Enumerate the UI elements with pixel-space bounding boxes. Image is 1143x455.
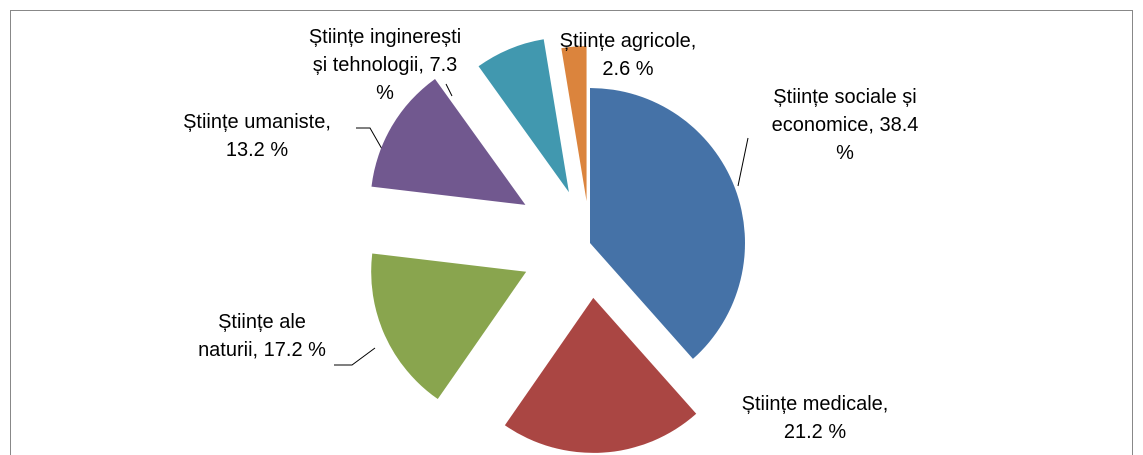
data-label: Științe agricole, 2.6 % (560, 30, 697, 80)
label-line: 21.2 % (784, 421, 846, 443)
pie-slice (371, 253, 527, 400)
leader-line (334, 347, 376, 366)
leader-line (737, 137, 749, 187)
pie-slice (478, 39, 569, 193)
label-line: Științe inginerești (309, 26, 461, 48)
label-line: Științe ale (218, 311, 306, 333)
label-line: Științe umaniste, (183, 111, 331, 133)
pie-slice (590, 88, 745, 359)
leader-line (445, 83, 453, 97)
data-label: Științe inginerești și tehnologii, 7.3% (309, 26, 461, 104)
label-line: Științe agricole, (560, 30, 697, 52)
leader-line (356, 127, 387, 157)
label-line: 2.6 % (602, 58, 653, 80)
data-label: Științe ale naturii, 17.2 % (198, 311, 326, 361)
label-line: % (836, 142, 854, 164)
data-label: Științe sociale și economice, 38.4% (772, 86, 919, 164)
pie-slice (371, 78, 526, 205)
label-line: 13.2 % (226, 139, 288, 161)
data-label: Științe medicale, 21.2 % (742, 393, 889, 443)
label-line: % (376, 82, 394, 104)
label-line: și tehnologii, 7.3 (313, 54, 458, 76)
label-line: naturii, 17.2 % (198, 339, 326, 361)
label-line: Științe medicale, (742, 393, 889, 415)
label-line: Științe sociale și (773, 86, 916, 108)
pie-slice (561, 46, 587, 202)
pie-slice (504, 297, 697, 453)
label-line: economice, 38.4 (772, 114, 919, 136)
data-label: Științe umaniste, 13.2 % (183, 111, 331, 161)
